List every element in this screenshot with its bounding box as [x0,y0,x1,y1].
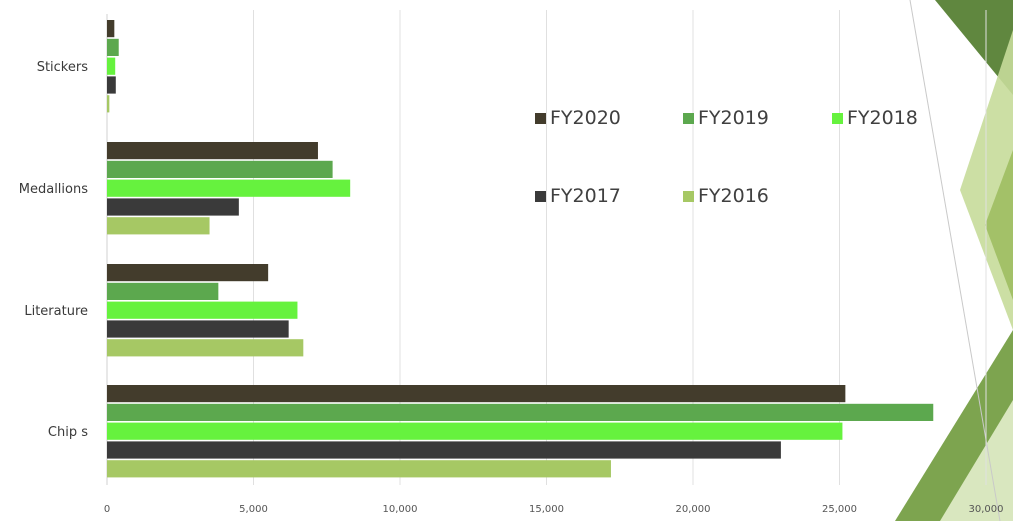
legend-label: FY2018 [847,107,918,129]
slide-decoration [895,0,1013,521]
legend-swatch [535,113,546,124]
category-label: Literature [24,304,88,319]
bar-fy2018-stickers [107,57,116,75]
legend-label: FY2020 [550,107,621,129]
category-label: Medallions [19,182,88,197]
bar-fy2016-medallions [107,217,210,235]
x-tick-label: 25,000 [822,504,857,515]
bar-fy2019-literature [107,282,219,300]
bar-fy2017-stickers [107,76,116,94]
bar-fy2016-chips [107,460,611,478]
x-tick-label: 5,000 [239,504,268,515]
bar-fy2017-medallions [107,198,239,216]
x-tick-label: 30,000 [969,504,1004,515]
decoration-triangle-top [935,0,1013,95]
bar-fy2018-literature [107,301,298,319]
decoration-triangle-mid [985,150,1013,300]
bar-fy2019-chips [107,403,934,421]
bar-fy2016-literature [107,339,304,357]
bar-fy2020-literature [107,264,269,282]
x-tick-labels: 0 5,000 10,000 15,000 20,000 25,000 30,000 [104,504,1004,515]
bar-fy2018-medallions [107,179,351,197]
legend-label: FY2019 [698,107,769,129]
x-tick-label: 20,000 [676,504,711,515]
x-tick-label: 0 [104,504,110,515]
category-labels: Stickers Medallions Literature Chip s [19,60,88,440]
bar-fy2020-medallions [107,142,318,160]
bar-fy2019-medallions [107,160,333,178]
bar-fy2017-chips [107,441,781,459]
x-tick-label: 10,000 [383,504,418,515]
bar-fy2017-literature [107,320,289,338]
bar-fy2020-chips [107,385,846,403]
bar-fy2016-stickers [107,95,110,113]
bar-fy2019-stickers [107,38,119,56]
decoration-line [909,0,1001,521]
legend-swatch [535,191,546,202]
category-label: Stickers [37,60,89,75]
x-tick-label: 15,000 [529,504,564,515]
legend: FY2020 FY2019 FY2018 FY2017 FY2016 [535,107,918,207]
bar-fy2020-stickers [107,20,115,38]
legend-label: FY2016 [698,185,769,207]
legend-swatch [683,113,694,124]
legend-swatch [832,113,843,124]
category-label: Chip s [48,425,88,440]
legend-label: FY2017 [550,185,621,207]
bar-fy2018-chips [107,422,843,440]
legend-swatch [683,191,694,202]
bars [107,20,934,478]
